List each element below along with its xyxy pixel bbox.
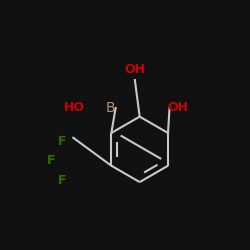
Text: HO: HO [64, 102, 85, 114]
Text: B: B [106, 101, 116, 115]
Text: F: F [58, 174, 66, 187]
Text: F: F [47, 154, 56, 168]
Text: F: F [58, 135, 66, 148]
Text: OH: OH [124, 63, 145, 76]
Text: OH: OH [168, 102, 189, 114]
